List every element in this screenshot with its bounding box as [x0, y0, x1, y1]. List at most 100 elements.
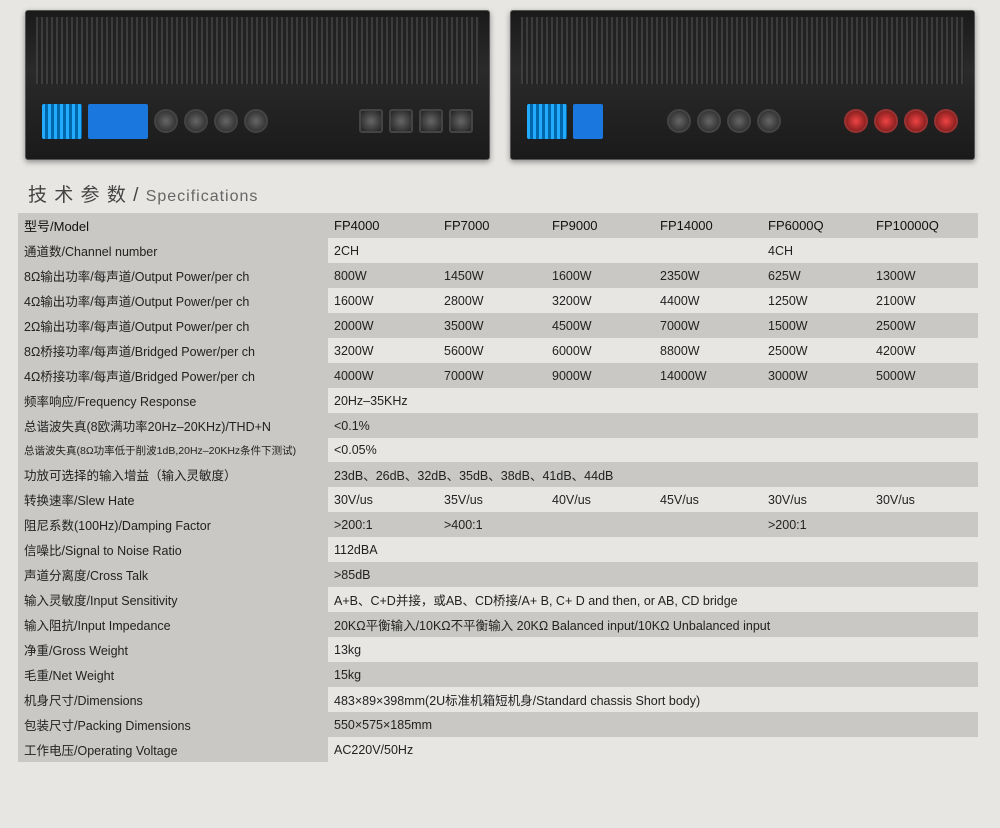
- row-value: 35V/us: [438, 487, 546, 512]
- row-value: FP9000: [546, 213, 654, 238]
- row-value: 2CH: [328, 238, 438, 263]
- row-label: 4Ω输出功率/每声道/Output Power/per ch: [18, 288, 328, 313]
- table-row: 8Ω桥接功率/每声道/Bridged Power/per ch3200W5600…: [18, 338, 978, 363]
- row-value: [438, 637, 546, 662]
- row-value: FP10000Q: [870, 213, 978, 238]
- row-value: [654, 537, 762, 562]
- row-value: [870, 662, 978, 687]
- row-value: [654, 388, 762, 413]
- row-label: 8Ω输出功率/每声道/Output Power/per ch: [18, 263, 328, 288]
- row-value: 2500W: [762, 338, 870, 363]
- row-value: [546, 537, 654, 562]
- table-row: 机身尺寸/Dimensions483×89×398mm(2U标准机箱短机身/St…: [18, 687, 978, 712]
- row-value: 13kg: [328, 637, 438, 662]
- row-value: FP4000: [328, 213, 438, 238]
- row-value: [546, 413, 654, 438]
- row-value: 30V/us: [328, 487, 438, 512]
- row-value: [438, 388, 546, 413]
- row-value: >400:1: [438, 512, 546, 537]
- row-label: 总谐波失真(8欧满功率20Hz–20KHz)/THD+N: [18, 413, 328, 438]
- row-value: 23dB、26dB、32dB、35dB、38dB、41dB、44dB: [328, 462, 978, 487]
- row-value: [546, 438, 654, 462]
- row-value: [870, 413, 978, 438]
- row-value: >85dB: [328, 562, 438, 587]
- table-row: 型号/ModelFP4000FP7000FP9000FP14000FP6000Q…: [18, 213, 978, 238]
- row-value: 1450W: [438, 263, 546, 288]
- row-value: [654, 238, 762, 263]
- table-row: 通道数/Channel number2CH4CH: [18, 238, 978, 263]
- row-value: 3500W: [438, 313, 546, 338]
- row-value: 45V/us: [654, 487, 762, 512]
- row-value: 1500W: [762, 313, 870, 338]
- row-label: 8Ω桥接功率/每声道/Bridged Power/per ch: [18, 338, 328, 363]
- row-value: 40V/us: [546, 487, 654, 512]
- row-value: [762, 712, 870, 737]
- row-value: [762, 662, 870, 687]
- row-label: 总谐波失真(8Ω功率低于削波1dB,20Hz–20KHz条件下测试): [18, 438, 328, 462]
- row-label: 转换速率/Slew Hate: [18, 487, 328, 512]
- table-row: 输入阻抗/Input Impedance20KΩ平衡输入/10KΩ不平衡输入 2…: [18, 612, 978, 637]
- row-value: 4200W: [870, 338, 978, 363]
- row-value: 14000W: [654, 363, 762, 388]
- row-value: [438, 413, 546, 438]
- row-value: 483×89×398mm(2U标准机箱短机身/Standard chassis …: [328, 687, 978, 712]
- row-value: [438, 438, 546, 462]
- row-value: A+B、C+D并接，或AB、CD桥接/A+ B, C+ D and then, …: [328, 587, 978, 612]
- row-label: 毛重/Net Weight: [18, 662, 328, 687]
- row-value: [654, 662, 762, 687]
- row-label: 机身尺寸/Dimensions: [18, 687, 328, 712]
- row-value: AC220V/50Hz: [328, 737, 438, 762]
- row-value: 20KΩ平衡输入/10KΩ不平衡输入 20KΩ Balanced input/1…: [328, 612, 978, 637]
- row-label: 包装尺寸/Packing Dimensions: [18, 712, 328, 737]
- row-value: [438, 238, 546, 263]
- row-label: 声道分离度/Cross Talk: [18, 562, 328, 587]
- row-value: 5600W: [438, 338, 546, 363]
- table-row: 包装尺寸/Packing Dimensions550×575×185mm: [18, 712, 978, 737]
- table-row: 2Ω输出功率/每声道/Output Power/per ch2000W3500W…: [18, 313, 978, 338]
- row-value: [870, 512, 978, 537]
- row-value: [870, 712, 978, 737]
- row-value: [654, 637, 762, 662]
- row-value: 2000W: [328, 313, 438, 338]
- row-value: [438, 662, 546, 687]
- row-value: [762, 438, 870, 462]
- row-value: [870, 238, 978, 263]
- row-value: 1300W: [870, 263, 978, 288]
- row-label: 2Ω输出功率/每声道/Output Power/per ch: [18, 313, 328, 338]
- row-value: [654, 413, 762, 438]
- row-value: [870, 562, 978, 587]
- row-value: 2500W: [870, 313, 978, 338]
- row-value: [654, 712, 762, 737]
- row-value: [546, 637, 654, 662]
- row-value: [654, 512, 762, 537]
- row-value: FP14000: [654, 213, 762, 238]
- row-value: [546, 238, 654, 263]
- table-row: 总谐波失真(8欧满功率20Hz–20KHz)/THD+N<0.1%: [18, 413, 978, 438]
- row-value: [762, 413, 870, 438]
- row-label: 工作电压/Operating Voltage: [18, 737, 328, 762]
- row-value: 4500W: [546, 313, 654, 338]
- row-label: 净重/Gross Weight: [18, 637, 328, 662]
- amp-image-left: [25, 10, 490, 160]
- row-value: [762, 537, 870, 562]
- title-sep: /: [127, 185, 146, 206]
- row-value: [546, 662, 654, 687]
- row-value: 550×575×185mm: [328, 712, 438, 737]
- table-row: 4Ω桥接功率/每声道/Bridged Power/per ch4000W7000…: [18, 363, 978, 388]
- row-label: 阻尼系数(100Hz)/Damping Factor: [18, 512, 328, 537]
- row-value: >200:1: [328, 512, 438, 537]
- row-value: 15kg: [328, 662, 438, 687]
- row-value: 5000W: [870, 363, 978, 388]
- row-label: 频率响应/Frequency Response: [18, 388, 328, 413]
- spec-table: 型号/ModelFP4000FP7000FP9000FP14000FP6000Q…: [18, 213, 978, 762]
- row-value: 112dBA: [328, 537, 438, 562]
- row-label: 输入灵敏度/Input Sensitivity: [18, 587, 328, 612]
- row-value: [438, 737, 546, 762]
- row-value: 30V/us: [870, 487, 978, 512]
- row-value: 3200W: [546, 288, 654, 313]
- row-value: 3200W: [328, 338, 438, 363]
- row-value: <0.05%: [328, 438, 438, 462]
- row-value: [762, 562, 870, 587]
- row-value: 625W: [762, 263, 870, 288]
- row-value: 7000W: [654, 313, 762, 338]
